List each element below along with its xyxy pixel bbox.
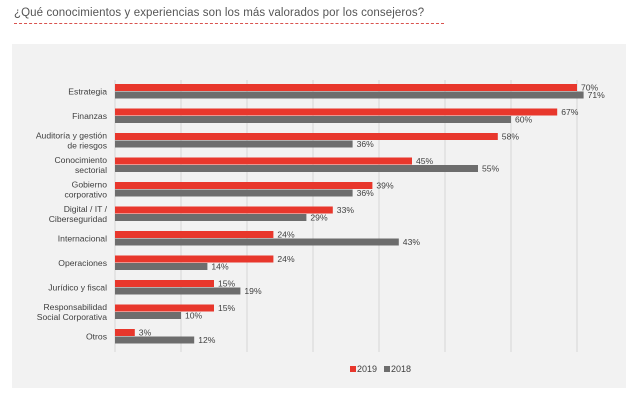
category-label: Jurídico y fiscal [48,283,107,293]
category-label-line: Conocimiento [54,155,107,165]
category-label-line: corporativo [64,190,107,200]
category-label-line: Internacional [58,234,107,244]
category-label: Internacional [58,234,107,244]
bar-2018 [115,189,353,197]
data-label-2019: 15% [218,279,236,289]
bar-2019 [115,231,274,238]
data-label-2019: 67% [561,107,579,117]
bar-2018 [115,116,511,123]
category-label-line: Operaciones [58,258,107,268]
bar-2019 [115,157,412,165]
legend-label-2018: 2018 [391,364,411,374]
data-label-2019: 24% [277,230,295,240]
bar-2019 [115,206,333,214]
category-label-line: Otros [86,332,107,342]
page-title: ¿Qué conocimientos y experiencias son lo… [14,7,425,19]
data-label-2018: 55% [482,164,500,174]
data-label-2019: 15% [218,303,236,313]
data-label-2019: 58% [502,132,520,142]
category-label-line: Social Corporativa [37,312,107,322]
category-label-line: Responsabilidad [43,302,107,312]
bar-2018 [115,238,399,246]
bar-2018 [115,214,307,221]
category-label: Gobierno corporativo [64,180,107,200]
title-underline [14,23,444,24]
bar-2018 [115,165,478,172]
bar-2019 [115,133,498,140]
category-label: Digital / IT / Ciberseguridad [49,204,108,224]
category-label-line: Auditoría y gestión [36,131,107,141]
data-label-2018: 60% [515,115,533,125]
category-label-line: Jurídico y fiscal [48,283,107,293]
data-label-2018: 19% [244,286,262,296]
category-label-line: Digital / IT / [64,204,108,214]
bar-2018 [115,263,208,270]
data-label-2018: 10% [185,311,203,321]
category-label: Otros [86,332,107,342]
bar-2019 [115,255,274,263]
category-label-line: Finanzas [72,111,107,121]
category-label: Auditoría y gestión de riesgos [36,131,107,151]
category-label-line: Estrategia [68,87,107,97]
category-label: Conocimiento sectorial [54,155,107,175]
data-label-2019: 24% [277,254,295,264]
data-label-2018: 71% [588,90,606,100]
legend-label-2019: 2019 [357,364,377,374]
category-label: Estrategia [68,87,107,97]
data-label-2018: 12% [198,335,216,345]
data-label-2018: 36% [357,188,375,198]
category-label-line: de riesgos [67,141,107,151]
data-label-2019: 45% [416,156,434,166]
data-label-2018: 43% [403,237,421,247]
data-label-2019: 70% [581,83,599,93]
data-label-2019: 39% [376,181,394,191]
category-label: Finanzas [72,111,107,121]
bar-2019 [115,182,373,189]
bar-2018 [115,91,584,99]
bar-2019 [115,108,558,116]
legend-swatch-2019 [350,366,356,372]
bar-2019 [115,84,577,91]
bar-2018 [115,140,353,148]
category-label-line: Ciberseguridad [49,214,108,224]
category-label: Operaciones [58,258,107,268]
category-label: Responsabilidad Social Corporativa [37,302,107,322]
bar-2018 [115,287,241,295]
legend-swatch-2018 [384,366,390,372]
data-label-2018: 36% [357,139,375,149]
bar-2019 [115,329,135,336]
bar-2018 [115,312,181,319]
data-label-2018: 29% [310,213,328,223]
chart-panel [12,44,626,388]
bar-2019 [115,304,214,312]
category-label-line: sectorial [75,165,107,175]
data-label-2019: 33% [337,205,355,215]
data-label-2018: 14% [211,262,229,272]
bar-2018 [115,336,195,344]
category-label-line: Gobierno [72,180,108,190]
data-label-2019: 3% [139,328,152,338]
bar-2019 [115,280,214,287]
